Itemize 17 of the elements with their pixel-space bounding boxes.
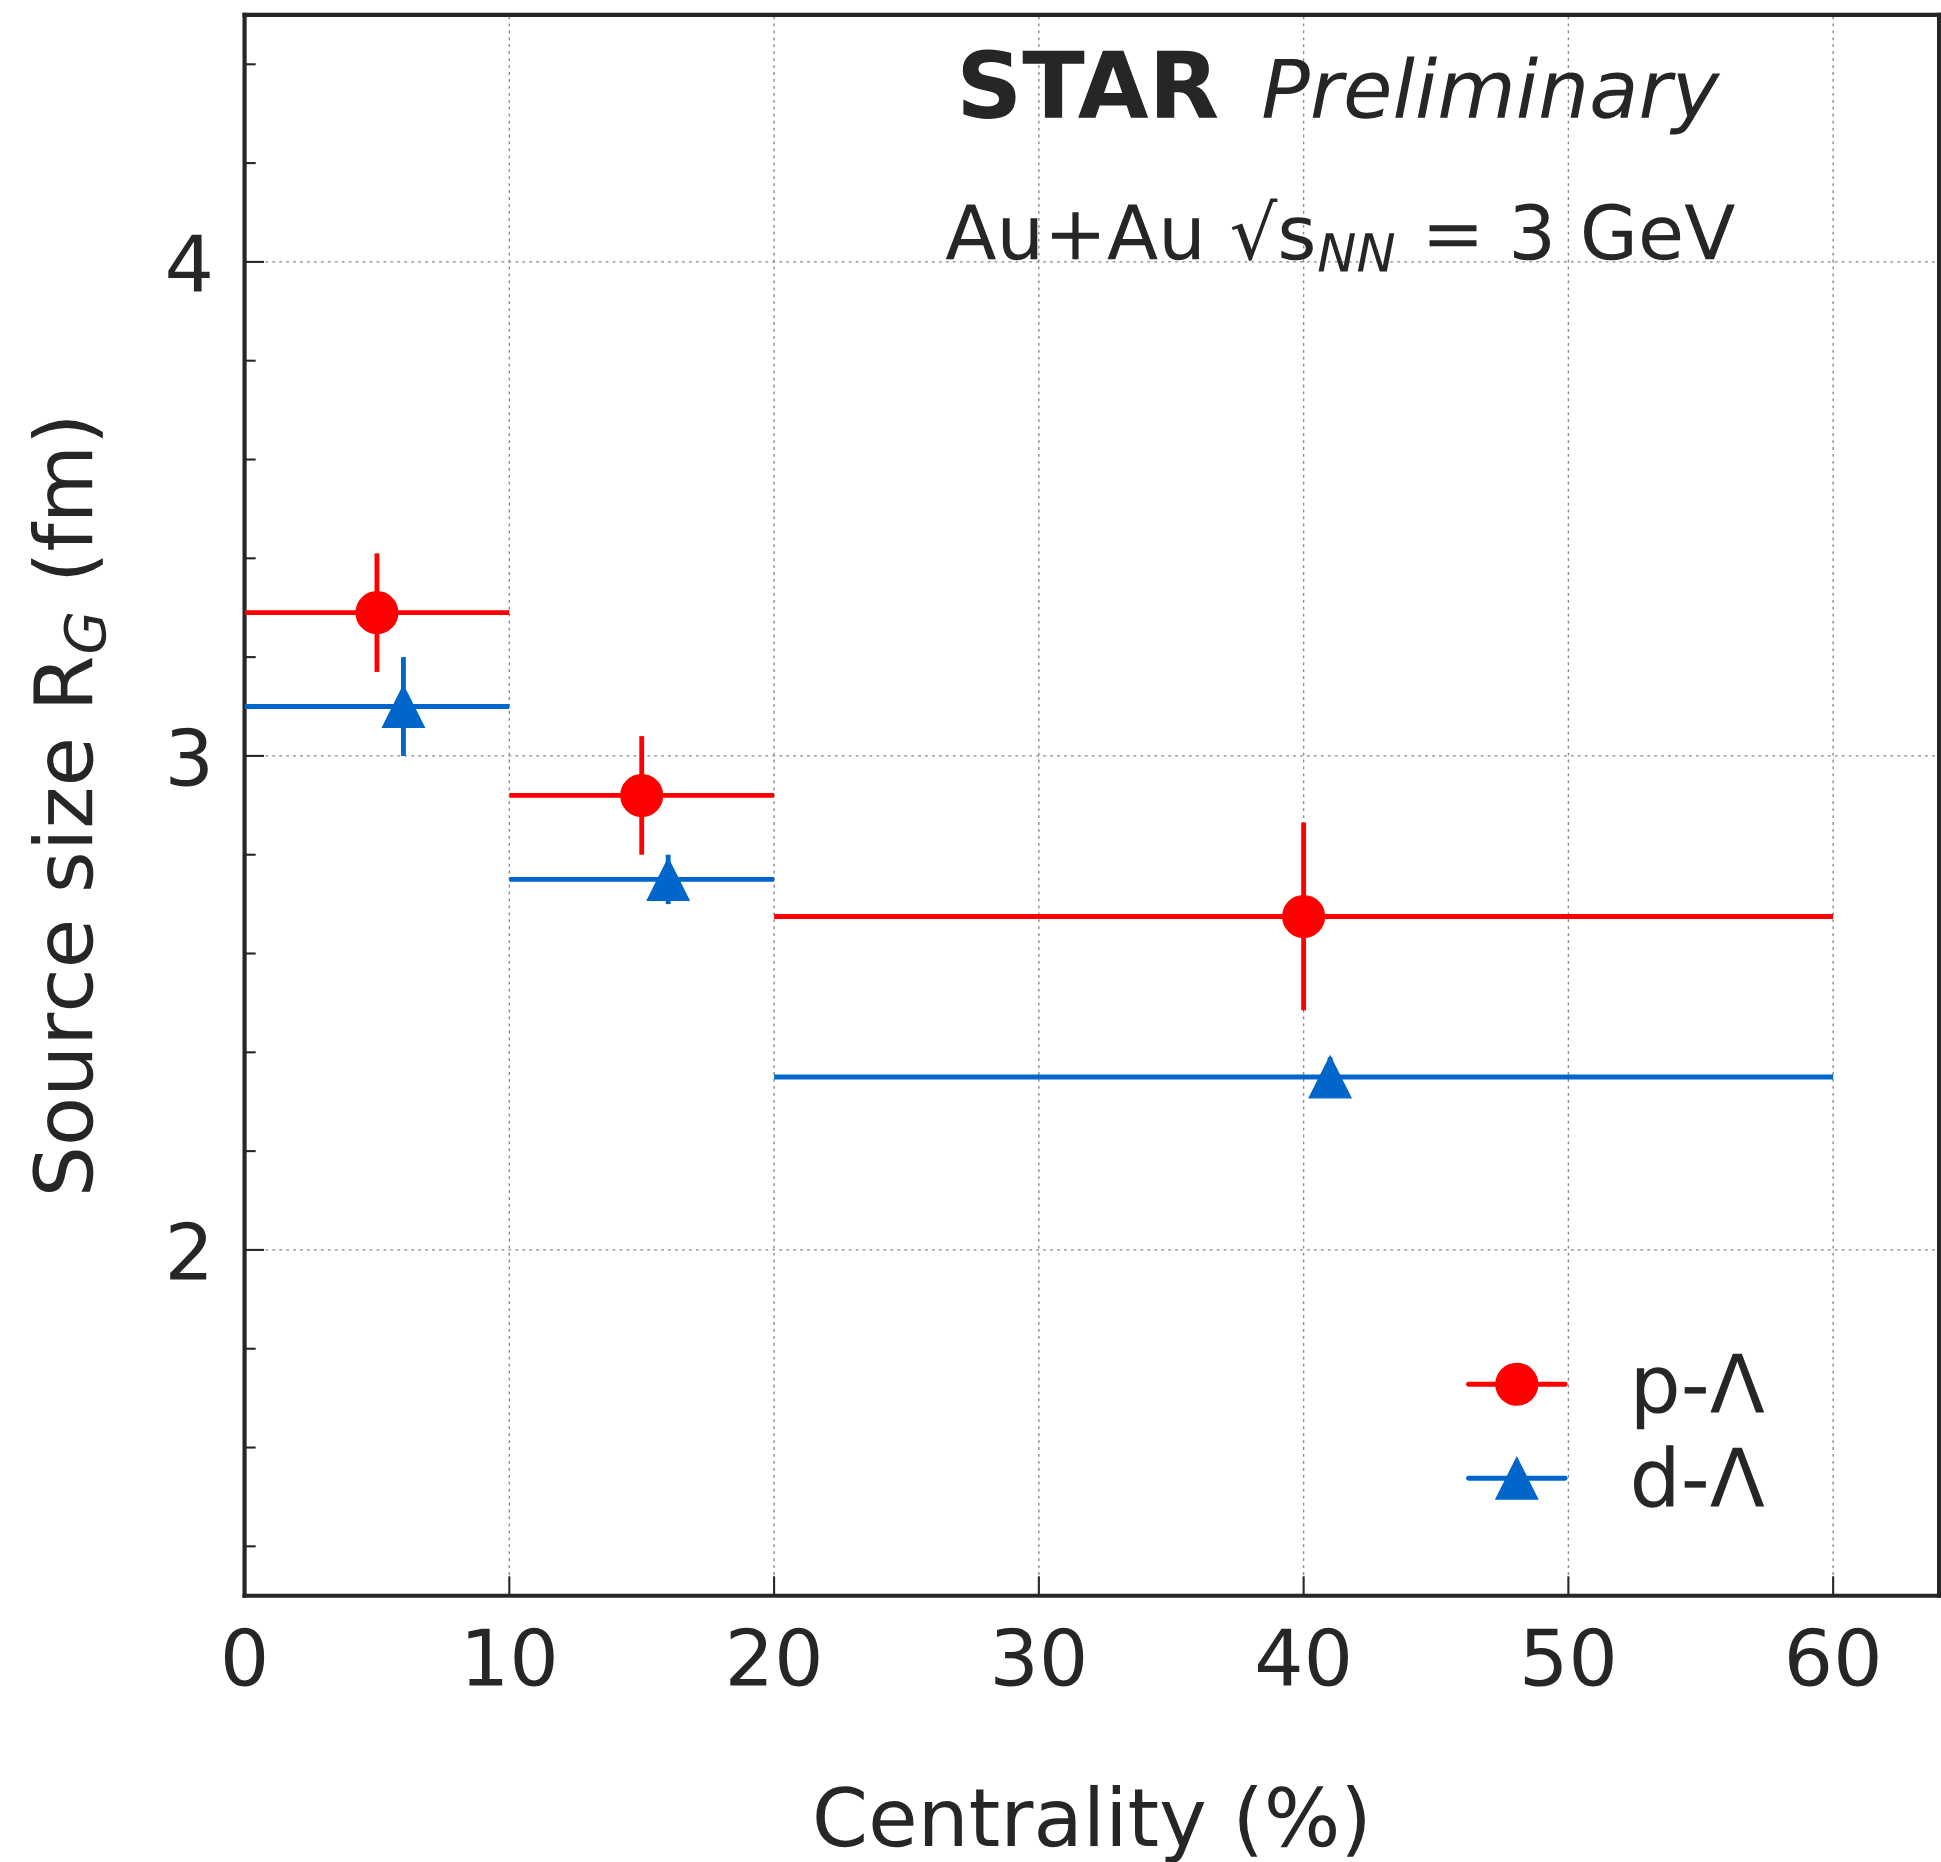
x-axis-title: Centrality (%): [816, 1784, 1365, 1862]
x-tick-label: 0: [224, 1627, 265, 1687]
y-tick-label: 2: [170, 1221, 207, 1280]
x-tick-label: 20: [730, 1627, 819, 1687]
annotation: Au+Au √s$_{NN}$ = 3 GeV: [945, 198, 1735, 272]
legend-label: d-Λ: [1634, 1445, 1765, 1508]
x-tick-label: 30: [995, 1627, 1084, 1687]
y-axis-title: Source size R$_{G}$ (fm): [30, 420, 107, 1192]
x-tick-label: 50: [1524, 1627, 1613, 1687]
annotation: Preliminary: [1263, 56, 1721, 135]
y-tick-label: 4: [168, 234, 210, 292]
legend-label: p-Λ: [1636, 1353, 1765, 1430]
x-tick-label: 40: [1257, 1627, 1348, 1687]
x-tick-label: 10: [468, 1627, 554, 1687]
x-tick-label: 60: [1789, 1627, 1878, 1687]
y-tick-label: 3: [170, 727, 208, 787]
annotation: STAR: [962, 49, 1218, 119]
